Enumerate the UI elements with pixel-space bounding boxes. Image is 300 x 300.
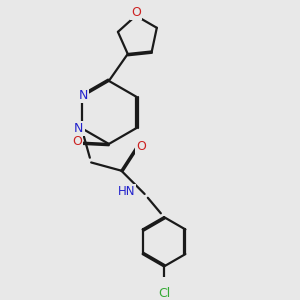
Text: O: O [131,7,141,20]
Text: HN: HN [118,185,135,198]
Text: Cl: Cl [158,287,170,300]
Text: N: N [78,89,88,102]
Text: O: O [72,135,82,148]
Text: O: O [136,140,146,152]
Text: N: N [74,122,83,135]
